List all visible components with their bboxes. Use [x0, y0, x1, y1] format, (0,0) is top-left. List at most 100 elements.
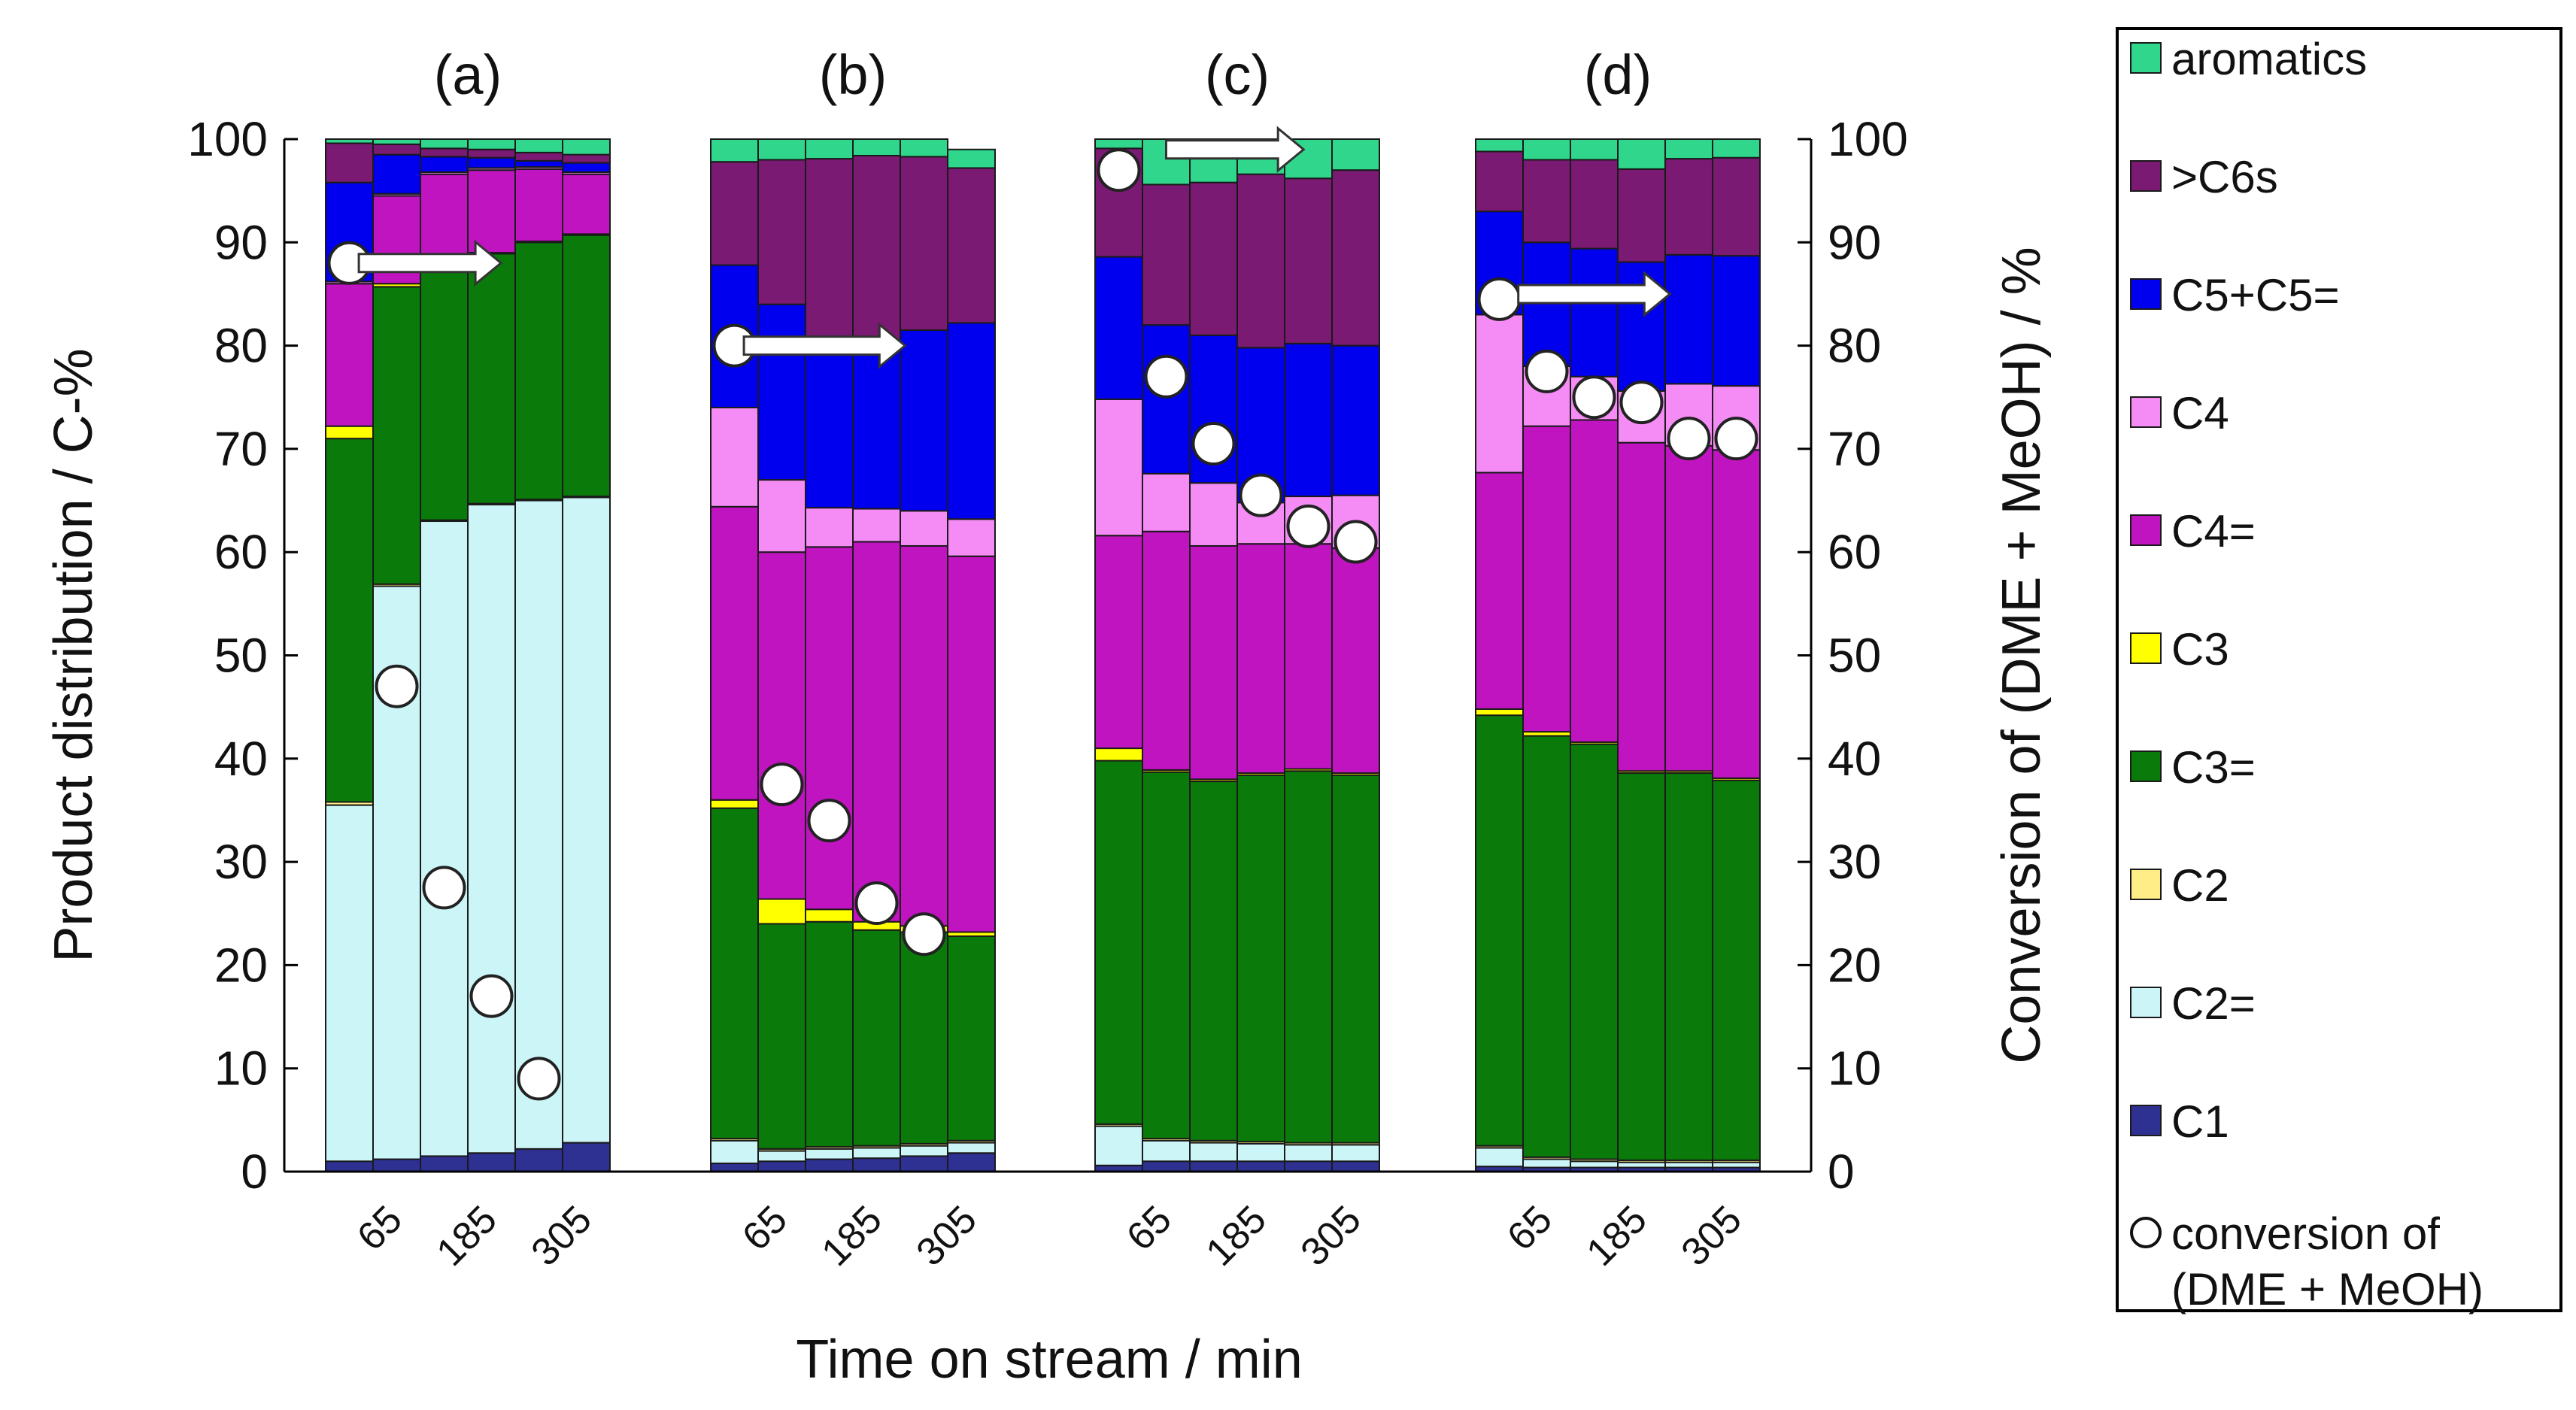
bar-d-65-c4	[1522, 425, 1571, 733]
bar-b-305-aromatics	[947, 148, 996, 169]
bar-a-125-c6s	[420, 147, 469, 158]
bar-b-245-c3	[900, 931, 948, 1145]
bar-d-65-c2	[1522, 1158, 1571, 1169]
legend-label-c3: C3=	[2171, 742, 2256, 793]
y-tick-label-right-50: 50	[1828, 629, 1881, 683]
bar-a-305-c3	[562, 234, 611, 498]
bar-c-185-c6s	[1236, 173, 1285, 349]
legend-swatch-c5-c5	[2130, 278, 2162, 310]
bar-d-245-c4	[1664, 444, 1713, 772]
legend-label-conversion-line2: (DME + MeOH)	[2171, 1264, 2483, 1314]
y-tick-label-left-30: 30	[214, 835, 268, 889]
bar-b-5-c1	[710, 1163, 759, 1172]
bar-b-185-c4	[852, 508, 901, 543]
legend-label-c4: C4=	[2171, 506, 2256, 556]
legend-swatch-c4	[2130, 514, 2162, 546]
bar-d-245-aromatics	[1664, 138, 1713, 160]
conversion-point-c-5	[1097, 148, 1141, 193]
bar-b-5-c3	[710, 807, 759, 1140]
bar-c-245-c6s	[1284, 177, 1333, 344]
bar-b-245-c4	[900, 510, 948, 547]
bar-b-125-c2	[805, 1148, 854, 1160]
bar-c-65-c3	[1142, 771, 1191, 1140]
bar-c-305-c1	[1331, 1160, 1380, 1173]
bar-b-305-c2	[947, 1142, 996, 1154]
bar-d-245-c6s	[1664, 158, 1713, 256]
legend-label-conversion-line1: conversion of	[2171, 1208, 2440, 1259]
conversion-point-c-305	[1334, 520, 1378, 564]
bar-a-305-c6s	[562, 153, 611, 164]
conversion-point-b-185	[854, 881, 899, 926]
bar-a-185-c1	[467, 1152, 516, 1173]
bar-d-125-c5-c5	[1570, 247, 1619, 378]
bar-b-5-c4	[710, 505, 759, 801]
bar-c-305-c4	[1331, 547, 1380, 775]
bar-d-65-c6s	[1522, 159, 1571, 244]
conversion-point-d-5	[1477, 277, 1522, 321]
bar-b-305-c3	[947, 935, 996, 1142]
bar-d-305-c6s	[1712, 156, 1761, 257]
legend-box	[2116, 27, 2562, 1312]
x-axis-title: Time on stream / min	[796, 1330, 1303, 1390]
legend-conversion-marker	[2130, 1217, 2162, 1248]
bar-c-185-c2	[1236, 1142, 1285, 1163]
bar-c-125-c3	[1189, 781, 1238, 1142]
bar-b-305-c4	[947, 518, 996, 557]
trend-arrow-3	[1517, 270, 1672, 318]
conversion-point-d-305	[1714, 417, 1758, 461]
conversion-point-b-65	[760, 763, 804, 807]
legend-swatch-c3	[2130, 750, 2162, 782]
bar-c-5-aromatics	[1094, 138, 1143, 150]
bar-d-305-c5-c5	[1712, 255, 1761, 387]
panel-label-b: (b)	[819, 44, 887, 106]
bar-c-245-c5-c5	[1284, 342, 1333, 498]
bar-a-305-c5-c5	[562, 162, 611, 173]
bar-d-245-c3	[1664, 772, 1713, 1161]
bar-c-125-c1	[1189, 1160, 1238, 1173]
bar-b-65-c1	[757, 1160, 806, 1173]
legend-layer: aromatics >C6s C5+C5= C4 C4= C3 C3= C2 C2= C1 conv…	[2116, 27, 2562, 1314]
x-tick-label-c-185: 185	[1198, 1197, 1275, 1274]
bar-a-305-c2	[562, 496, 611, 1144]
bar-d-305-c2	[1712, 1161, 1761, 1169]
x-tick-label-d-185: 185	[1579, 1197, 1655, 1274]
bar-b-185-c6s	[852, 154, 901, 347]
bar-b-5-c3	[710, 799, 759, 809]
bar-d-125-c2	[1570, 1160, 1619, 1169]
bar-a-65-c1	[372, 1158, 421, 1173]
bar-b-245-c1	[900, 1155, 948, 1173]
y-tick-label-left-70: 70	[214, 422, 268, 476]
bar-d-65-aromatics	[1522, 138, 1571, 161]
y-tick-label-left-40: 40	[214, 732, 268, 786]
panel-label-c: (c)	[1205, 44, 1270, 106]
bar-a-5-aromatics	[325, 138, 374, 144]
y-tick-label-left-60: 60	[214, 525, 268, 579]
bar-b-65-c6s	[757, 159, 806, 305]
y-tick-label-left-10: 10	[214, 1042, 268, 1096]
bar-d-5-c6s	[1475, 150, 1524, 213]
legend-swatch-c1	[2130, 1105, 2162, 1136]
bar-d-245-c5-c5	[1664, 253, 1713, 385]
bar-c-5-c4	[1094, 535, 1143, 750]
y-tick-label-right-80: 80	[1828, 319, 1881, 373]
legend-swatch-c4	[2130, 396, 2162, 428]
bar-c-245-c1	[1284, 1160, 1333, 1173]
x-tick-label-c-65: 65	[1118, 1197, 1180, 1259]
bar-b-125-c6s	[805, 158, 854, 344]
bar-c-245-c4	[1284, 543, 1333, 770]
bar-a-65-c3	[372, 286, 421, 585]
bar-b-65-c5-c5	[757, 303, 806, 481]
legend-label-c2: C2	[2171, 860, 2229, 911]
bar-c-5-c4	[1094, 398, 1143, 537]
bar-b-185-aromatics	[852, 138, 901, 156]
y-tick-label-right-90: 90	[1828, 215, 1881, 269]
bar-b-185-c3	[852, 929, 901, 1147]
arrows-layer	[357, 126, 1672, 369]
bar-d-305-aromatics	[1712, 138, 1761, 159]
bar-c-65-c6s	[1142, 183, 1191, 326]
bar-b-125-c1	[805, 1158, 854, 1173]
panel-label-d: (d)	[1584, 44, 1652, 106]
bar-c-65-c1	[1142, 1160, 1191, 1173]
bar-d-125-c6s	[1570, 159, 1619, 250]
